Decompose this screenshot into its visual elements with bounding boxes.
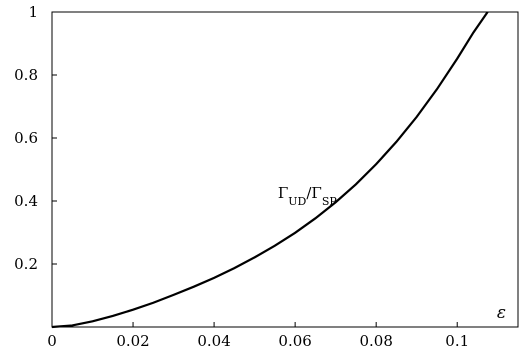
y-tick-label: 1	[28, 3, 38, 21]
y-tick-label: 0.2	[14, 255, 38, 273]
x-tick-label: 0.08	[359, 332, 392, 350]
y-axis-ticks: 0.2 0.4 0.6 0.8 1	[14, 3, 57, 273]
annotation-slash: /	[306, 184, 312, 202]
y-tick-label: 0.8	[14, 66, 38, 84]
x-tick-label: 0.02	[116, 332, 149, 350]
x-axis-ticks: 0 0.02 0.04 0.06 0.08 0.1	[47, 322, 469, 350]
annotation-den-main: Γ	[311, 184, 321, 202]
annotation-num-sub: UD	[288, 194, 306, 207]
x-tick-label: 0.04	[197, 332, 230, 350]
y-tick-label: 0.4	[14, 192, 38, 210]
annotation-den-sub: SP	[322, 194, 338, 207]
x-tick-label: 0.1	[445, 332, 469, 350]
x-tick-label: 0.06	[278, 332, 311, 350]
plot-frame	[51, 11, 519, 328]
curve-annotation: ΓUD/ΓSP	[278, 184, 338, 208]
annotation-num-main: Γ	[278, 184, 288, 202]
x-tick-label: 0	[47, 332, 57, 350]
y-tick-label: 0.6	[14, 129, 38, 147]
x-axis-label: ε	[497, 303, 506, 323]
series-curve	[51, 11, 489, 329]
